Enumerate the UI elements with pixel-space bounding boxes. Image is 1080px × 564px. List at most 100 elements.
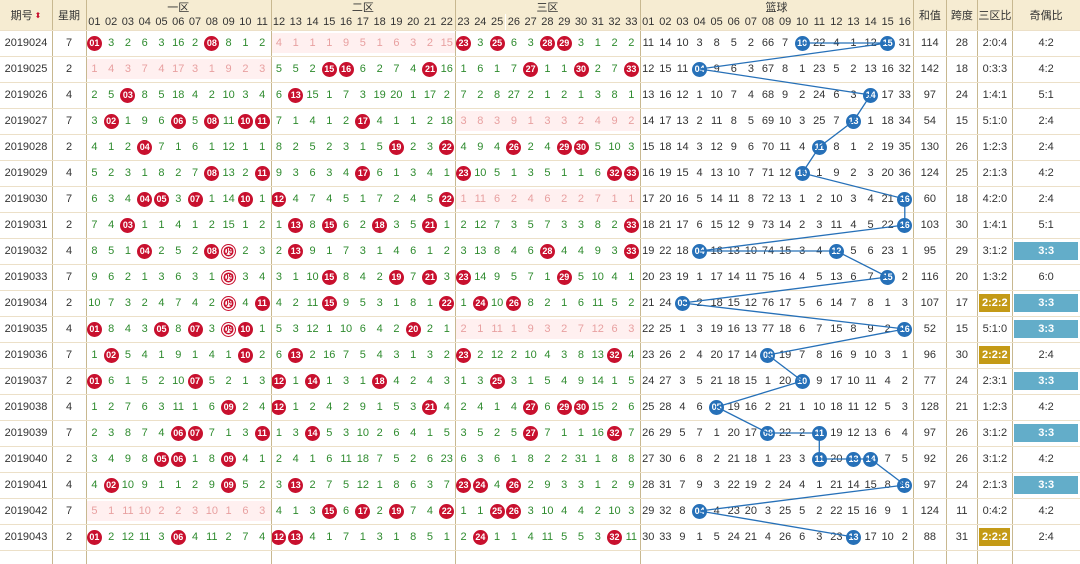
blue-miss-cell: 17 — [642, 193, 655, 205]
blue-miss-cell: 7 — [679, 479, 686, 491]
sort-updown-icon[interactable]: ⬍ — [34, 10, 42, 20]
miss-count-cell: 4 — [510, 245, 517, 257]
miss-count-cell: 1 — [606, 189, 623, 209]
blue-miss-cell: 26 — [642, 427, 655, 439]
blue-ball: 16 — [897, 191, 913, 207]
miss-count-cell: 8 — [494, 89, 501, 101]
blue-number-header: 02 — [656, 14, 674, 30]
span-cell: 26 — [955, 453, 968, 465]
blue-miss-cell: 3 — [747, 63, 754, 75]
red-ball: 09 — [221, 451, 237, 467]
weekday-cell: 4 — [65, 479, 73, 491]
blue-ball: 08 — [760, 425, 776, 441]
miss-count-cell: 2 — [242, 401, 249, 413]
miss-count-cell: 1 — [141, 219, 148, 231]
weekday-cell: 4 — [65, 245, 73, 257]
red-ball: 33 — [623, 61, 639, 77]
miss-count-cell: 19 — [373, 89, 386, 101]
blue-miss-cell: 5 — [747, 115, 754, 127]
red-ball: 13 — [288, 529, 304, 545]
miss-count-cell: 1 — [510, 531, 517, 543]
sum-cell: 142 — [920, 63, 939, 75]
ratio-cell: 1:2:3 — [982, 401, 1008, 413]
miss-count-cell: 1 — [544, 271, 551, 283]
row-divider — [0, 160, 1080, 161]
sum-cell: 97 — [923, 479, 936, 491]
blue-miss-cell: 19 — [710, 323, 723, 335]
miss-count-cell: 2 — [426, 323, 434, 335]
blue-miss-cell: 24 — [642, 375, 655, 387]
blue-miss-cell: 22 — [727, 479, 740, 491]
miss-count-cell: 9 — [477, 141, 484, 153]
miss-count-cell: 2 — [628, 37, 635, 49]
miss-count-cell: 12 — [222, 141, 235, 153]
miss-count-cell: 1 — [628, 89, 635, 101]
miss-count-cell: 1 — [376, 479, 383, 491]
blue-miss-cell: 2 — [696, 115, 703, 127]
red-ball: 15 — [321, 503, 337, 519]
blue-miss-cell: 13 — [727, 245, 740, 257]
red-ball: 29 — [556, 399, 572, 415]
miss-count-cell: 9 — [141, 115, 148, 127]
red-ball: 25 — [489, 373, 505, 389]
miss-count-cell: 1 — [410, 115, 417, 127]
span-cell: 17 — [955, 297, 968, 309]
red-ball: 04 — [137, 191, 153, 207]
red-ball: 01 — [86, 321, 102, 337]
blue-miss-cell: 22 — [881, 219, 894, 231]
miss-count-cell: 9 — [628, 479, 635, 491]
miss-count-cell: 4 — [242, 453, 249, 465]
miss-count-cell: 3 — [393, 349, 400, 361]
blue-miss-cell: 15 — [659, 63, 672, 75]
miss-count-cell: 2 — [611, 479, 618, 491]
blue-miss-cell: 13 — [676, 115, 689, 127]
ratio-cell: 5:1:0 — [982, 323, 1008, 335]
miss-count-cell: 3 — [460, 245, 467, 257]
blue-miss-cell: 13 — [864, 427, 877, 439]
miss-count-cell: 2 — [191, 479, 199, 491]
miss-count-cell: 2 — [527, 89, 534, 101]
oddeven-cell: 2:4 — [1038, 193, 1054, 205]
red-ball: 23 — [456, 269, 472, 285]
miss-count-cell: 2 — [141, 297, 148, 309]
blue-miss-cell: 9 — [679, 531, 686, 543]
blue-miss-cell: 14 — [847, 479, 860, 491]
miss-count-cell: 1 — [292, 401, 299, 413]
miss-count-cell: 3 — [124, 297, 131, 309]
miss-count-cell: 3 — [275, 271, 283, 283]
ratio-header: 三区比 — [977, 0, 1013, 30]
miss-count-cell: 3 — [186, 501, 204, 521]
miss-count-cell: 9 — [208, 479, 215, 491]
red-ball: 10 — [237, 321, 253, 337]
blue-miss-cell: 9 — [696, 479, 703, 491]
red-ball: 09 — [221, 321, 237, 337]
miss-count-cell: 10 — [306, 271, 319, 283]
miss-count-cell: 5 — [443, 427, 450, 439]
miss-count-cell: 1 — [544, 89, 551, 101]
blue-number-header: 16 — [896, 14, 914, 30]
red-ball: 21 — [422, 399, 438, 415]
blue-miss-cell: 17 — [778, 297, 792, 309]
miss-count-cell: 2 — [426, 115, 434, 127]
blue-miss-cell: 20 — [778, 375, 792, 387]
blue-miss-cell: 8 — [850, 323, 857, 335]
oddeven-cell: 4:2 — [1038, 167, 1054, 179]
miss-count-cell: 2 — [376, 63, 383, 75]
blue-miss-cell: 19 — [881, 141, 894, 153]
miss-count-cell: 4 — [359, 271, 366, 283]
miss-count-cell: 8 — [611, 89, 618, 101]
red-ball: 17 — [355, 503, 371, 519]
ratio-cell: 3:1:2 — [982, 427, 1008, 439]
span-cell: 26 — [955, 427, 968, 439]
red-ball: 15 — [321, 269, 337, 285]
miss-count-cell: 5 — [275, 63, 283, 75]
blue-miss-cell: 5 — [833, 63, 840, 75]
miss-count-cell: 4 — [393, 245, 400, 257]
miss-count-cell: 4 — [410, 63, 417, 75]
blue-miss-cell: 12 — [676, 89, 689, 101]
miss-count-cell: 1 — [292, 505, 299, 517]
blue-number-header: 12 — [827, 14, 845, 30]
miss-count-cell: 3 — [326, 167, 333, 179]
blue-miss-cell: 18 — [744, 453, 757, 465]
red-ball: 24 — [472, 295, 488, 311]
